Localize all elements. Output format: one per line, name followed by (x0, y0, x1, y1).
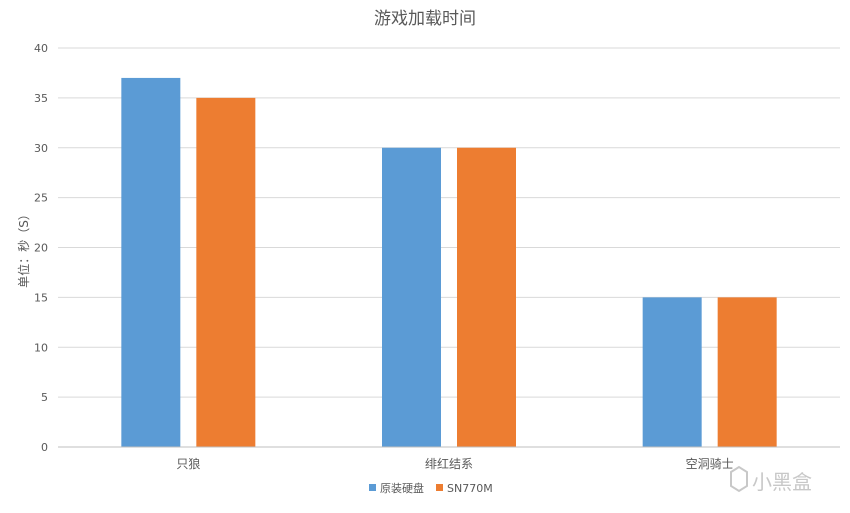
y-axis-label: 单位：秒（S） (16, 208, 31, 288)
x-category-label: 空洞骑士 (686, 457, 734, 471)
chart-title: 游戏加载时间 (374, 9, 476, 29)
legend-label: SN770M (447, 482, 493, 495)
y-tick-label: 30 (34, 142, 48, 155)
y-tick-label: 5 (41, 391, 48, 404)
y-tick-label: 0 (41, 441, 48, 454)
y-tick-label: 10 (34, 341, 48, 354)
x-category-label: 只狼 (176, 456, 200, 471)
y-tick-label: 20 (34, 242, 48, 255)
bars (121, 77, 777, 448)
y-tick-label: 40 (34, 42, 48, 55)
x-axis-categories: 只狼 绯红结系 空洞骑士 (176, 456, 733, 471)
legend-swatch (369, 484, 376, 491)
bar-series-1 (642, 297, 702, 447)
y-tick-label: 15 (34, 291, 48, 304)
y-axis-ticks: 0 5 10 15 20 25 30 35 40 (34, 42, 48, 454)
watermark: 小黑盒 (730, 465, 812, 494)
legend-label: 原装硬盘 (380, 481, 424, 495)
legend: 原装硬盘 SN770M (369, 481, 493, 495)
legend-swatch (436, 484, 443, 491)
bar-series-2 (717, 297, 777, 447)
bar-series-1 (382, 147, 441, 447)
gridlines (58, 47, 840, 398)
watermark-text: 小黑盒 (752, 470, 812, 494)
x-category-label: 绯红结系 (425, 456, 473, 471)
bar-series-1 (121, 77, 181, 448)
heybox-logo-icon (730, 465, 748, 493)
y-tick-label: 35 (34, 92, 48, 105)
bar-series-2 (196, 97, 256, 447)
bar-series-2 (457, 147, 516, 447)
y-tick-label: 25 (34, 192, 48, 205)
